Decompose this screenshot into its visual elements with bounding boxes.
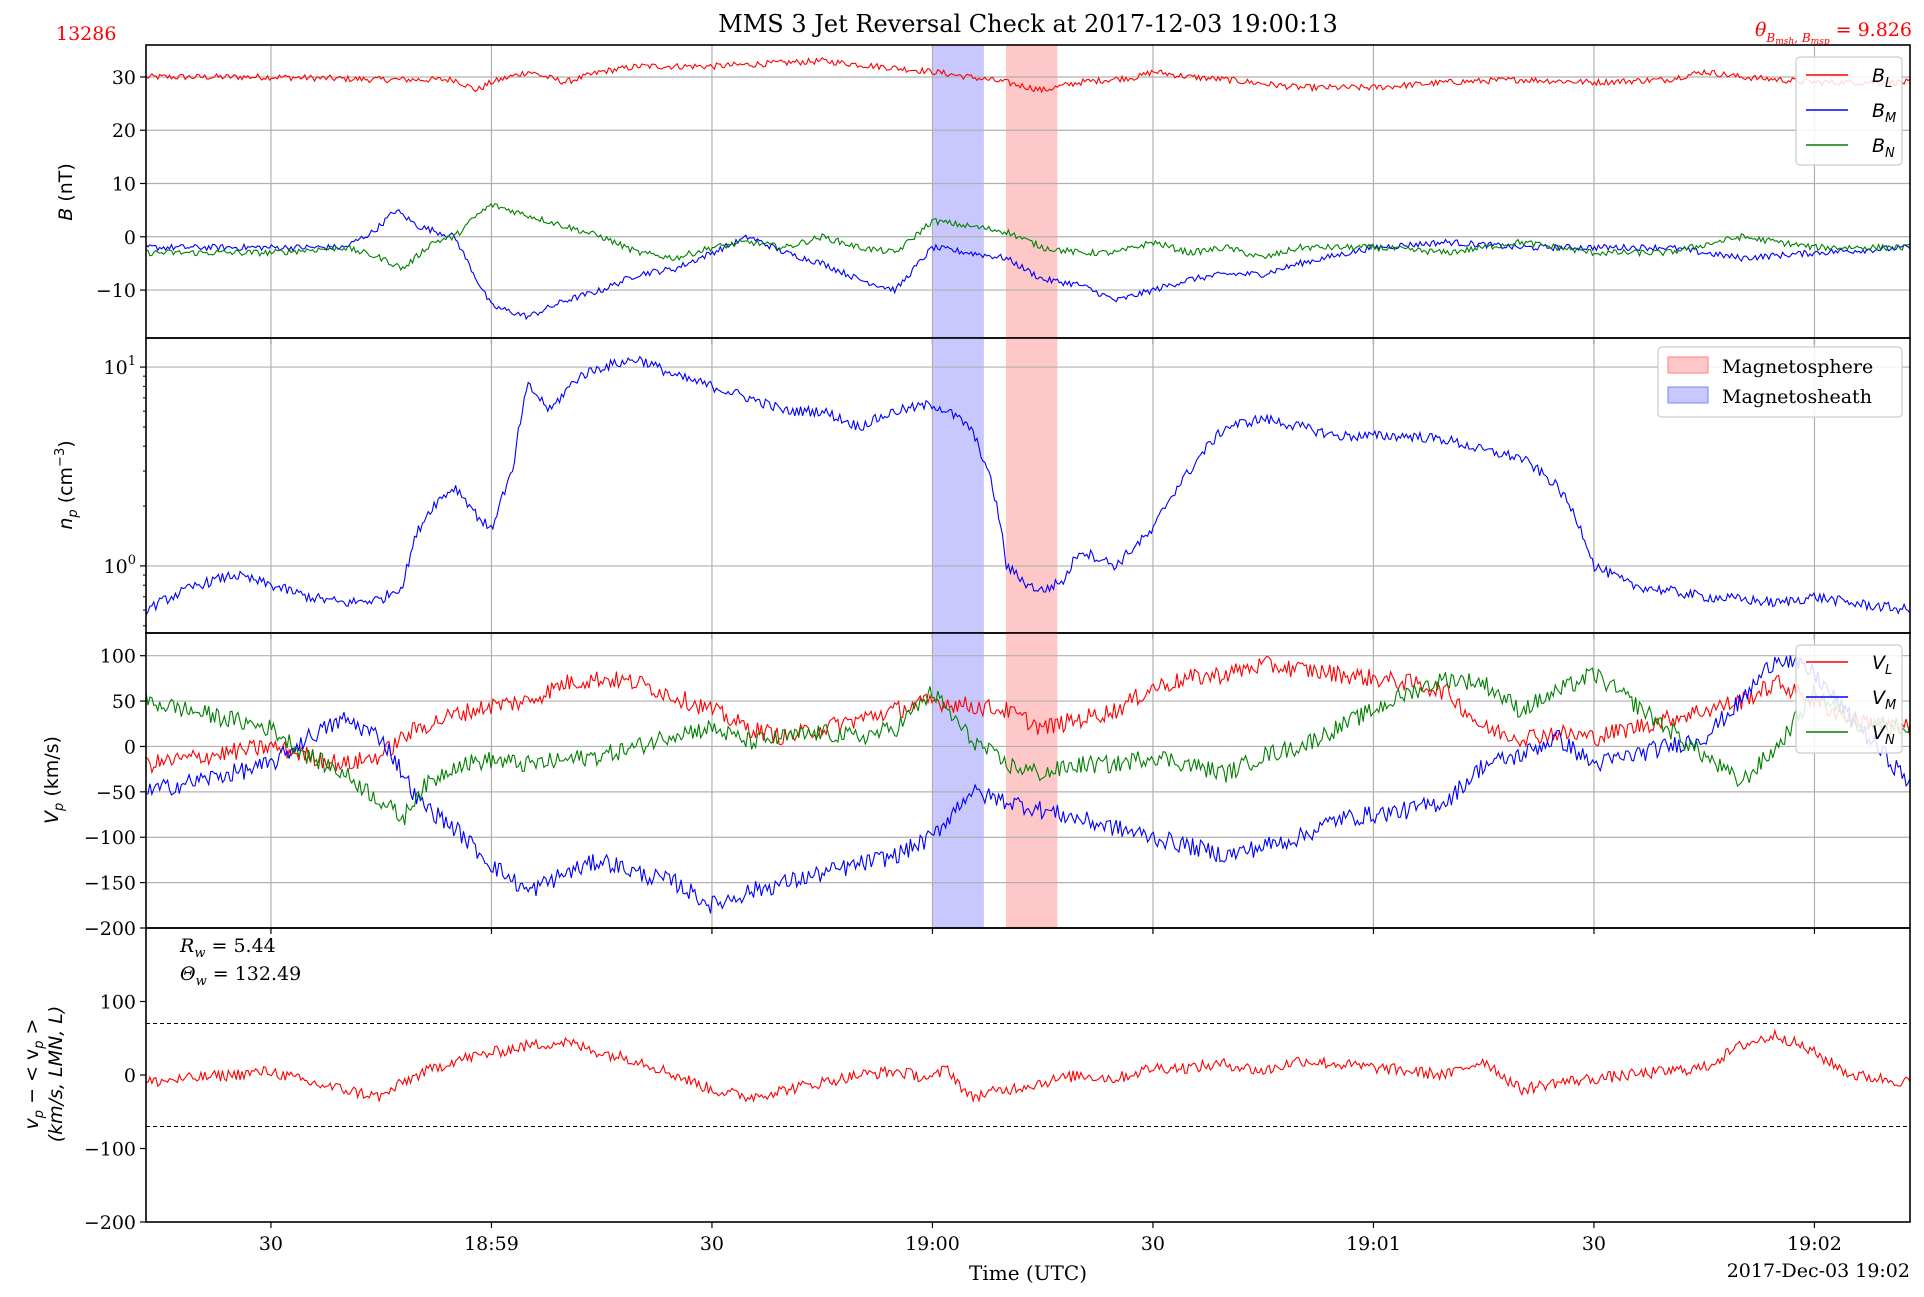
ylabel: (km/s, LMN, L) <box>45 1006 67 1143</box>
ylabel: B (nT) <box>55 163 77 221</box>
ylabel: vp − < vp > <box>21 1019 47 1130</box>
legend-BL-label: BL <box>1872 65 1892 91</box>
xtick-label: 19:02 <box>1787 1233 1842 1255</box>
panel-B: −10 0 10 20 30 <box>96 44 1911 344</box>
series-B_N-line <box>146 202 1910 272</box>
xtick-label: 19:00 <box>905 1233 960 1255</box>
legend-box <box>1657 346 1903 418</box>
legend-magnetosheath-label: Magnetosheath <box>1722 386 1872 408</box>
angle-label: θBmsh, Bmsp = 9.826 <box>1755 19 1912 47</box>
ytick-label: 0 <box>124 227 136 249</box>
ytick-label: 20 <box>112 120 136 142</box>
xaxis-label: Time (UTC) <box>969 1261 1087 1285</box>
series-v_p - <v_p>-line <box>146 1028 1910 1104</box>
id-label: 13286 <box>56 23 116 45</box>
ytick-label: −100 <box>84 1139 136 1161</box>
xtick-label: 30 <box>700 1233 724 1255</box>
ytick-label: −150 <box>84 873 136 895</box>
ylabel: np (cm−3) <box>53 440 81 529</box>
ytick-label: 30 <box>112 67 136 89</box>
magnetosheath-band <box>932 45 984 338</box>
xaxis-date-label: 2017-Dec-03 19:02 <box>1727 1260 1910 1282</box>
xtick-label: 30 <box>1582 1233 1606 1255</box>
series-n_p-line <box>146 355 1910 616</box>
ytick-label: 100 <box>100 646 136 668</box>
angle-value: 9.826 <box>1858 19 1912 41</box>
traces <box>146 57 1910 321</box>
magnetosphere-band <box>1005 45 1058 338</box>
xtick-label: 30 <box>259 1233 283 1255</box>
ytick-label: 100 <box>100 992 136 1014</box>
ytick-label: 101 <box>104 354 136 379</box>
series-V_L-line <box>146 655 1910 775</box>
figure-title: MMS 3 Jet Reversal Check at 2017-12-03 1… <box>718 10 1338 38</box>
ylabel: Vp (km/s) <box>41 736 67 824</box>
legend-magnetosphere-swatch <box>1667 356 1709 374</box>
ytick-label: 0 <box>124 736 136 758</box>
series-V_N-line <box>146 667 1910 826</box>
legend-box <box>1795 644 1903 754</box>
panel-frame <box>145 927 1911 1223</box>
series-B_L-line <box>146 57 1910 94</box>
ytick-label: −100 <box>84 827 136 849</box>
xtick-label: 18:59 <box>464 1233 519 1255</box>
ytick-label: 0 <box>124 1065 136 1087</box>
panel-dV: −200 −100 0 100 <box>84 927 1911 1234</box>
ytick-label: 10 <box>112 174 136 196</box>
legend-magnetosphere-label: Magnetosphere <box>1722 356 1873 378</box>
series-V_M-line <box>146 654 1910 914</box>
magnetosheath-band <box>932 633 984 928</box>
ytick-label: 50 <box>112 691 136 713</box>
ytick-label: −10 <box>96 280 136 302</box>
ytick-label: −50 <box>96 782 136 804</box>
legend-VM-label: VM <box>1872 687 1896 713</box>
series-B_M-line <box>146 208 1910 321</box>
traces <box>146 1028 1910 1104</box>
ytick-label: 100 <box>104 553 136 578</box>
ytick-label: −200 <box>84 1212 136 1234</box>
angle-label-text: θBmsh, Bmsp = 9.826 <box>1755 19 1912 47</box>
panel-V_p: −200 −150 −100 −50 0 50 100 <box>84 632 1911 940</box>
theta-annotation: Θw = 132.49 <box>180 963 301 989</box>
panel-n_p: 100 101 <box>104 337 1911 639</box>
magnetosphere-band <box>1005 338 1058 633</box>
xtick-label: 30 <box>1141 1233 1165 1255</box>
magnetosheath-band <box>932 338 984 633</box>
legend-VL-label: VL <box>1872 652 1892 678</box>
xtick-label: 19:01 <box>1346 1233 1401 1255</box>
rw-annotation: Rw = 5.44 <box>179 935 276 961</box>
traces <box>146 654 1910 914</box>
magnetosphere-band <box>1005 633 1058 928</box>
legend-magnetosheath-swatch <box>1667 386 1709 404</box>
legend-BN-label: BN <box>1872 135 1895 161</box>
ytick-label: −200 <box>84 918 136 940</box>
panels: −100102030100101−200−150−100−50050100−20… <box>21 44 1911 1255</box>
legend-box <box>1795 56 1903 166</box>
legend-VN-label: VN <box>1872 722 1895 748</box>
legend-BM-label: BM <box>1872 100 1896 126</box>
traces <box>146 355 1910 616</box>
